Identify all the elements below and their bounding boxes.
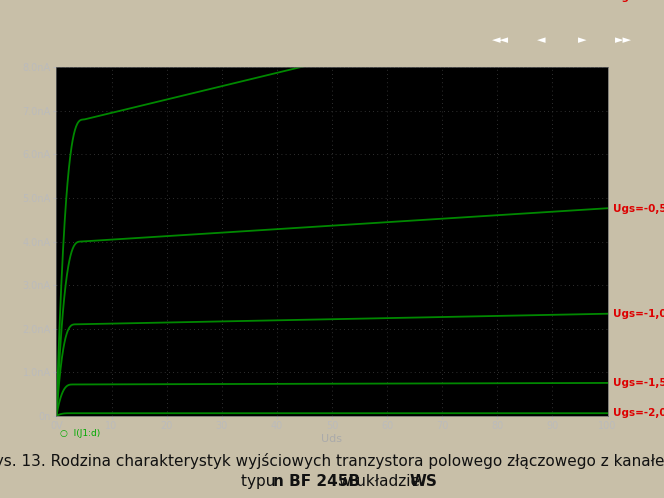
Text: n BF 245B: n BF 245B [272,474,359,489]
Text: WS: WS [409,474,437,489]
X-axis label: Uds: Uds [321,434,343,444]
Text: ►: ► [578,35,586,45]
Text: w układzie: w układzie [334,474,424,489]
Text: Ugs=-2,0V: Ugs=-2,0V [613,408,664,418]
Text: Ugs=-1,5V: Ugs=-1,5V [613,378,664,388]
Text: ►►: ►► [615,35,631,45]
Text: Ugs=0V: Ugs=0V [613,0,659,2]
Text: ○  I(J1:d): ○ I(J1:d) [60,429,100,438]
Text: typu: typu [241,474,280,489]
Text: Ugs=-1,0V: Ugs=-1,0V [613,309,664,319]
Text: Ugs=-0,5V: Ugs=-0,5V [613,204,664,214]
Text: ◄: ◄ [537,35,546,45]
Text: Rys. 13. Rodzina charakterystyk wyjściowych tranzystora polowego złączowego z ka: Rys. 13. Rodzina charakterystyk wyjściow… [0,453,664,469]
Text: ◄◄: ◄◄ [492,35,509,45]
